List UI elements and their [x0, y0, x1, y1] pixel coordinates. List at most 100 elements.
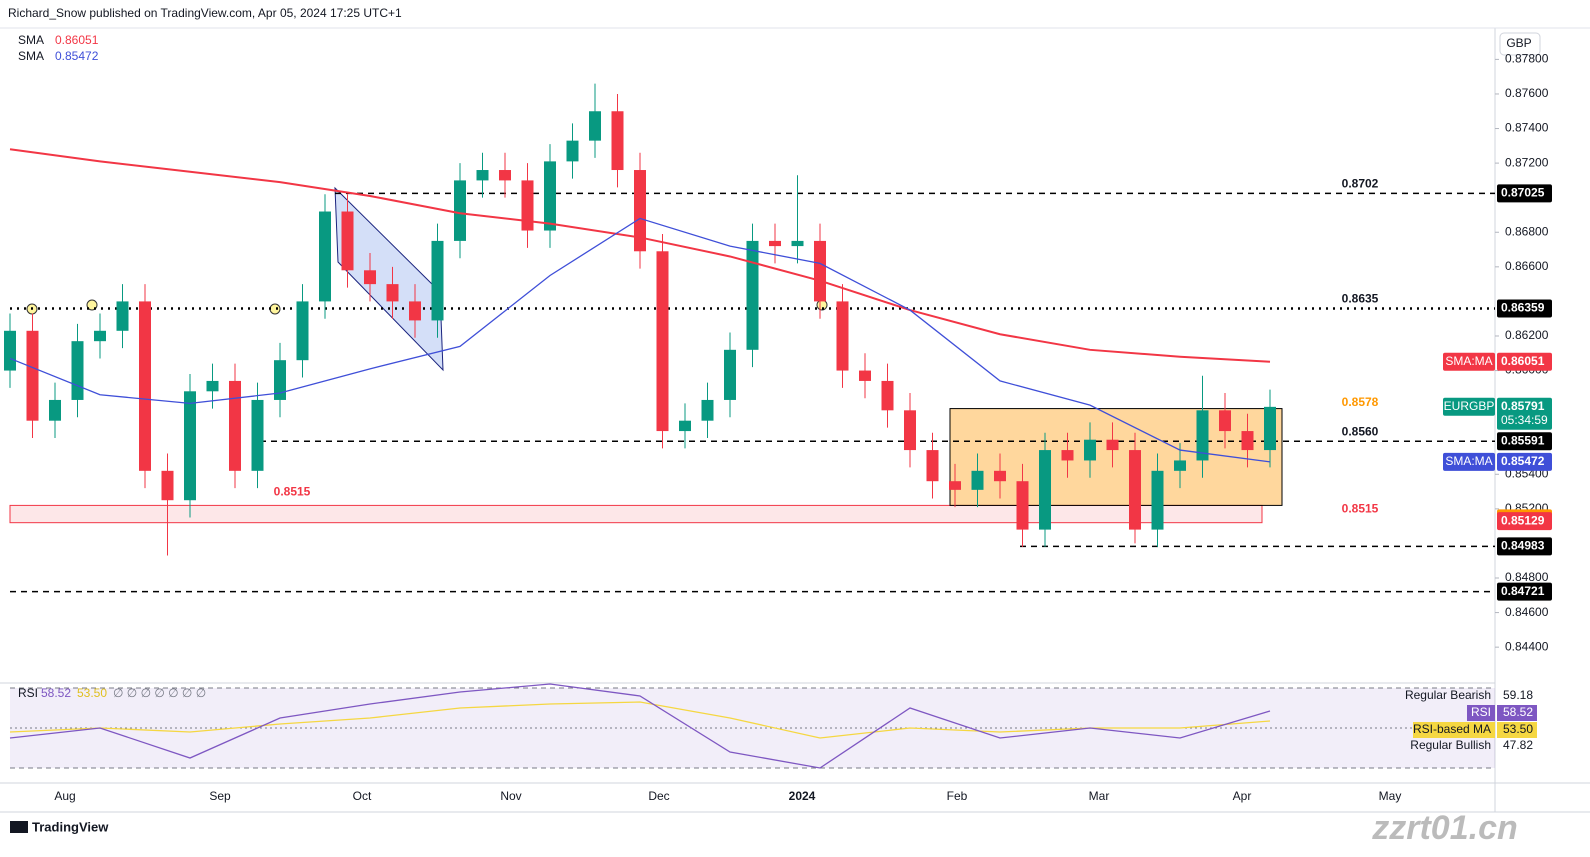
candle-body — [701, 399, 714, 421]
sma-tag — [1497, 352, 1552, 371]
rsi-ma-line — [9, 701, 1271, 739]
sma-line — [9, 148, 1271, 363]
candle-body — [94, 330, 106, 342]
x-tick-label: Apr — [1233, 789, 1252, 803]
candle-body — [1061, 450, 1074, 461]
candle-body — [26, 330, 39, 421]
candle-body — [949, 481, 961, 490]
rsi-na: ∅ ∅ ∅ ∅ ∅ ∅ ∅ — [113, 686, 206, 700]
sma-tag-name-bg — [1443, 352, 1495, 371]
candle-body — [971, 470, 984, 490]
y-tick-label: 0.87200 — [1505, 155, 1549, 169]
currency-button[interactable] — [1499, 32, 1541, 56]
candle-body — [1174, 460, 1186, 471]
level-tag-label: 0.86359 — [1501, 301, 1545, 315]
candle-body — [1039, 450, 1051, 530]
sma-tag-name: SMA:MA — [1445, 454, 1492, 468]
currency[interactable]: GBP — [1506, 36, 1531, 50]
candle-body — [1264, 406, 1276, 451]
candle-body — [1219, 410, 1231, 432]
candle-body — [814, 240, 826, 302]
x-tick-label: Oct — [353, 789, 372, 803]
zone-note: 0.8515 — [1342, 502, 1379, 516]
candle-body — [836, 301, 849, 371]
rsi-label-value: 53.50 — [1503, 722, 1533, 736]
candle-body — [724, 349, 736, 400]
candle-body — [4, 330, 16, 371]
candle-body — [499, 170, 511, 181]
candle-body — [386, 284, 399, 302]
candle-body — [859, 370, 871, 381]
level-tag — [1497, 582, 1552, 601]
rsi-label-name: Regular Bearish — [1405, 688, 1491, 702]
published-line: Richard_Snow published on TradingView.co… — [8, 6, 402, 20]
candle-body — [251, 399, 264, 471]
rsi-value-tag — [1497, 722, 1537, 738]
candle-body — [994, 470, 1006, 482]
candle-body — [206, 380, 219, 392]
candle-body — [656, 251, 669, 432]
rsi-name-bg — [1413, 722, 1495, 738]
candle-body — [296, 301, 309, 361]
price-tag-label: 0.85129 — [1501, 513, 1545, 527]
candle-body — [139, 301, 151, 471]
y-tick-label: 0.87600 — [1505, 86, 1549, 100]
x-tick-label: May — [1379, 789, 1402, 803]
candle-body — [454, 180, 466, 241]
zone-note: 0.8515 — [274, 485, 311, 499]
legend-name: SMA — [18, 49, 44, 63]
sma-tag-label: 0.85472 — [1501, 454, 1545, 468]
legend-value: 0.85472 — [55, 49, 99, 63]
candle-body — [589, 111, 601, 141]
legend-name: SMA — [18, 33, 44, 47]
level-tag — [1497, 432, 1552, 451]
y-tick-label: 0.86200 — [1505, 328, 1549, 342]
candle-body — [409, 301, 421, 321]
candle-body — [926, 450, 939, 482]
rsi-name-bg — [1467, 705, 1495, 721]
sma-tag-label: 0.86051 — [1501, 354, 1545, 368]
level-tag-label: 0.87025 — [1501, 186, 1545, 200]
x-tick-label: Feb — [947, 789, 968, 803]
candle-body — [904, 410, 916, 451]
candle-body — [71, 341, 84, 400]
rsi-line — [9, 683, 1271, 769]
candle-body — [49, 399, 61, 421]
x-tick-label: Dec — [648, 789, 669, 803]
rsi-label-name: RSI — [1471, 705, 1491, 719]
candle-body — [521, 180, 534, 231]
level-tag — [1497, 299, 1552, 318]
last-price-tag — [1497, 397, 1552, 430]
candle-body — [566, 140, 579, 162]
falling-wedge — [334, 186, 444, 372]
candle-body — [364, 270, 376, 285]
x-tick-label: 2024 — [789, 789, 816, 803]
level-note: 0.8635 — [1342, 292, 1379, 306]
y-tick-label: 0.86600 — [1505, 259, 1549, 273]
touch-marker — [269, 303, 281, 315]
brand-logo — [10, 821, 28, 833]
rsi-label-value: 47.82 — [1503, 738, 1533, 752]
level-note: 0.8560 — [1342, 424, 1379, 438]
x-tick-label: Sep — [209, 789, 231, 803]
candle-body — [184, 391, 196, 501]
level-tag — [1497, 537, 1552, 556]
candle-body — [116, 301, 129, 331]
sma-tag-name-bg — [1443, 452, 1495, 471]
candle-body — [161, 470, 174, 501]
symbol-tag: EURGBP — [1444, 399, 1495, 413]
y-tick-label: 0.84800 — [1505, 570, 1549, 584]
symbol-tag-bg — [1443, 397, 1495, 416]
x-tick-label: Aug — [54, 789, 75, 803]
sma-tag-name: SMA:MA — [1445, 354, 1492, 368]
rsi-label-name: RSI-based MA — [1413, 722, 1491, 736]
rsi-label-name: Regular Bullish — [1410, 738, 1491, 752]
candle-body — [1151, 470, 1164, 530]
y-tick-label: 0.87800 — [1505, 52, 1549, 66]
price-tag — [1497, 512, 1552, 531]
y-tick-label: 0.84400 — [1505, 639, 1549, 653]
candle-body — [769, 240, 781, 247]
level-tag-label: 0.84721 — [1501, 584, 1545, 598]
legend-value: 0.86051 — [55, 33, 99, 47]
candle-body — [319, 211, 331, 302]
